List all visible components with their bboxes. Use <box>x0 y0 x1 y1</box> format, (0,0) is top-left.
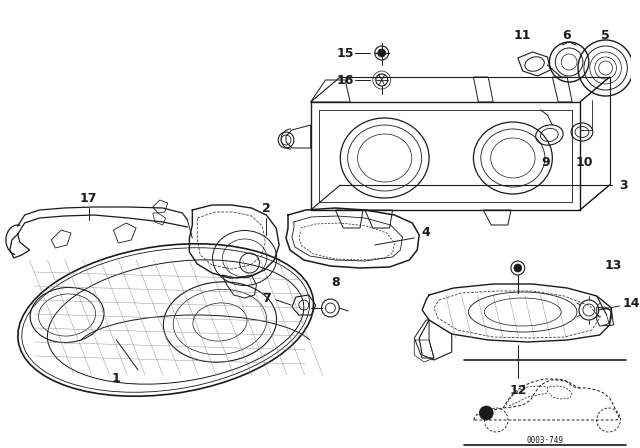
Text: 4: 4 <box>422 225 431 238</box>
Text: 14: 14 <box>623 297 640 310</box>
Circle shape <box>378 49 386 57</box>
Text: 8: 8 <box>331 276 340 289</box>
Circle shape <box>479 406 493 420</box>
Circle shape <box>514 264 522 272</box>
Text: 3: 3 <box>619 178 628 191</box>
Text: 13: 13 <box>605 258 622 271</box>
Text: 17: 17 <box>80 191 97 204</box>
Text: 10: 10 <box>575 155 593 168</box>
Text: 1: 1 <box>112 371 121 384</box>
Text: 7: 7 <box>262 292 271 305</box>
Text: 0003·749: 0003·749 <box>527 435 564 444</box>
Text: 6: 6 <box>562 29 570 42</box>
Text: 16: 16 <box>337 73 354 86</box>
Text: 11: 11 <box>514 29 531 42</box>
Text: 15: 15 <box>337 47 354 60</box>
Text: 2: 2 <box>262 202 271 215</box>
Text: 5: 5 <box>601 29 610 42</box>
Text: 12: 12 <box>509 383 527 396</box>
Text: 9: 9 <box>541 155 550 168</box>
